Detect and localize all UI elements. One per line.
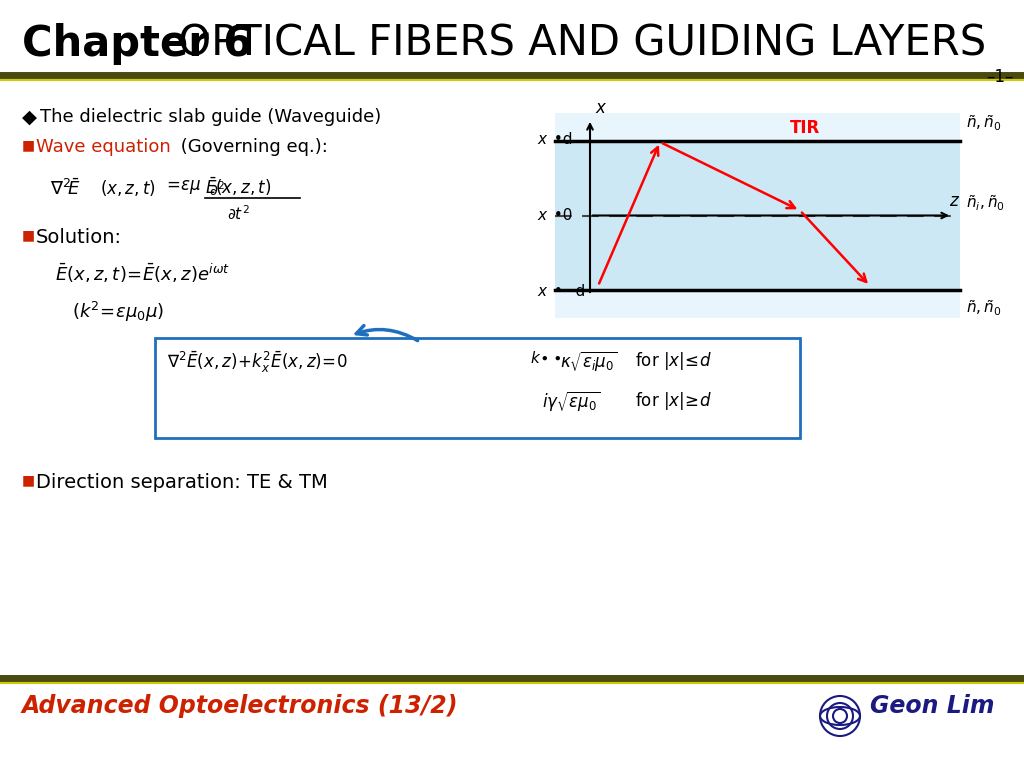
Text: $x$: $x$ xyxy=(538,133,549,147)
Text: Wave equation: Wave equation xyxy=(36,138,171,156)
Text: $z$: $z$ xyxy=(949,191,961,210)
Text: $(k^2\!=\!\varepsilon\mu_0\mu)$: $(k^2\!=\!\varepsilon\mu_0\mu)$ xyxy=(72,300,164,324)
Text: Advanced Optoelectronics (13/2): Advanced Optoelectronics (13/2) xyxy=(22,694,459,718)
Text: $\kappa\sqrt{\varepsilon_i\mu_0}$: $\kappa\sqrt{\varepsilon_i\mu_0}$ xyxy=(560,350,617,374)
Text: for $|x|\!\geq\! d$: for $|x|\!\geq\! d$ xyxy=(635,390,712,412)
Text: Solution:: Solution: xyxy=(36,228,122,247)
Bar xyxy=(155,338,800,438)
Text: TIR: TIR xyxy=(790,119,820,137)
Text: •d: •d xyxy=(549,133,572,147)
Text: OPTICAL FIBERS AND GUIDING LAYERS: OPTICAL FIBERS AND GUIDING LAYERS xyxy=(165,23,986,65)
Text: –1–: –1– xyxy=(986,68,1014,86)
Text: $x$: $x$ xyxy=(595,99,607,117)
Bar xyxy=(555,141,961,290)
Text: Geon Lim: Geon Lim xyxy=(870,694,994,718)
Text: Chapter 6: Chapter 6 xyxy=(22,23,252,65)
Text: The dielectric slab guide (Waveguide): The dielectric slab guide (Waveguide) xyxy=(40,108,381,126)
Text: $\bar{E}(x,z,t)\!=\!\bar{E}(x,z)e^{i\omega t}$: $\bar{E}(x,z,t)\!=\!\bar{E}(x,z)e^{i\ome… xyxy=(55,262,230,285)
Text: •0: •0 xyxy=(549,208,572,223)
Text: •−d: •−d xyxy=(549,283,586,299)
Text: (Governing eq.):: (Governing eq.): xyxy=(175,138,328,156)
Text: $\bar{E}(x,z,t)$: $\bar{E}(x,z,t)$ xyxy=(205,176,271,198)
Text: $\nabla^2\!\bar{E}$: $\nabla^2\!\bar{E}$ xyxy=(50,178,81,199)
Text: $i\gamma\sqrt{\varepsilon\mu_0}$: $i\gamma\sqrt{\varepsilon\mu_0}$ xyxy=(542,390,600,414)
Text: $(x,z,t)$: $(x,z,t)$ xyxy=(100,178,156,198)
Text: $\tilde{n},\tilde{n}_0$: $\tilde{n},\tilde{n}_0$ xyxy=(966,113,1001,133)
Text: $\nabla^2\bar{E}(x,z)\!+\!k_x^2\bar{E}(x,z)\!=\!0$: $\nabla^2\bar{E}(x,z)\!+\!k_x^2\bar{E}(x… xyxy=(167,350,348,376)
Text: $x$: $x$ xyxy=(538,283,549,299)
Text: $k\!\bullet\!\bullet$: $k\!\bullet\!\bullet$ xyxy=(530,350,561,366)
Text: for $|x|\!\leq\! d$: for $|x|\!\leq\! d$ xyxy=(635,350,712,372)
Text: Direction separation: TE & TM: Direction separation: TE & TM xyxy=(36,473,328,492)
Text: ■: ■ xyxy=(22,473,35,487)
Text: $x$: $x$ xyxy=(538,208,549,223)
Text: $\tilde{n},\tilde{n}_0$: $\tilde{n},\tilde{n}_0$ xyxy=(966,298,1001,318)
Text: $\tilde{n}_i,\tilde{n}_0$: $\tilde{n}_i,\tilde{n}_0$ xyxy=(966,194,1005,214)
Text: ■: ■ xyxy=(22,228,35,242)
Text: $\partial^2$: $\partial^2$ xyxy=(209,180,224,199)
Bar xyxy=(555,113,961,141)
Bar xyxy=(555,290,961,318)
Text: ◆: ◆ xyxy=(22,108,37,127)
Text: $=\!\varepsilon\mu$: $=\!\varepsilon\mu$ xyxy=(163,178,202,196)
Text: $\partial t^2$: $\partial t^2$ xyxy=(227,204,250,223)
Text: ■: ■ xyxy=(22,138,35,152)
